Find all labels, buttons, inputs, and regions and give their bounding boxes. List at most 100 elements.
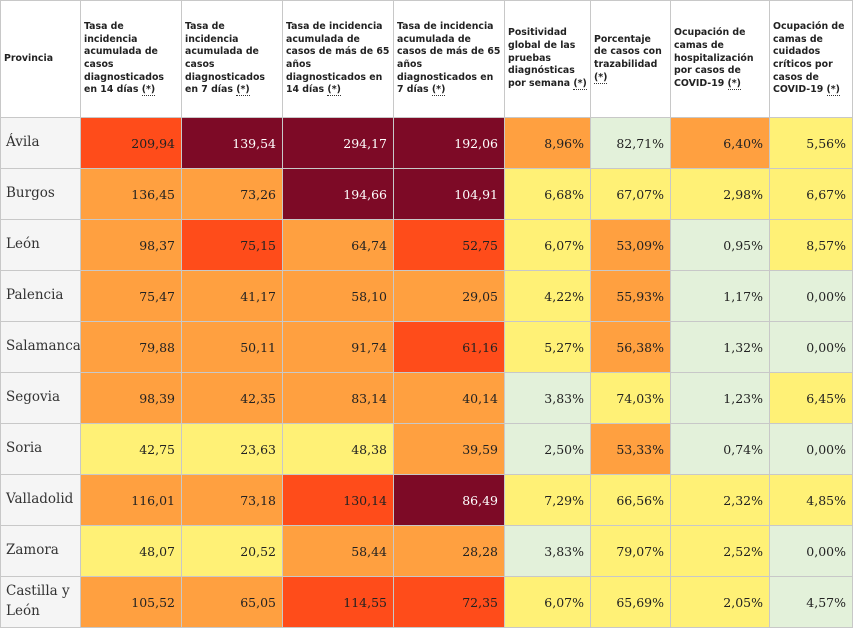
indicator-cell: 6,68% bbox=[504, 168, 591, 220]
indicator-cell: 52,75 bbox=[393, 219, 505, 271]
indicator-cell: 55,93% bbox=[590, 270, 671, 322]
indicator-cell: 209,94 bbox=[80, 117, 182, 169]
indicator-cell: 3,83% bbox=[504, 525, 591, 577]
indicator-cell: 116,01 bbox=[80, 474, 182, 526]
header-incidencia-7d: Tasa de incidencia acumulada de casos di… bbox=[181, 0, 283, 118]
indicator-cell: 2,50% bbox=[504, 423, 591, 475]
note-link[interactable]: (*) bbox=[431, 84, 446, 97]
indicator-cell: 65,69% bbox=[590, 576, 671, 628]
indicator-cell: 8,96% bbox=[504, 117, 591, 169]
province-name: Palencia bbox=[0, 270, 81, 322]
table-row: Palencia 75,47 41,17 58,10 29,05 4,22% 55,93% 1… bbox=[0, 270, 853, 322]
header-criticos: Ocupación de camas de cuidados críticos … bbox=[769, 0, 853, 118]
indicator-cell: 3,83% bbox=[504, 372, 591, 424]
indicator-cell: 2,32% bbox=[670, 474, 770, 526]
indicator-cell: 23,63 bbox=[181, 423, 283, 475]
table-row: Ávila 209,94 139,54 294,17 192,06 8,96% 82,71%… bbox=[0, 117, 853, 169]
table-row: Zamora 48,07 20,52 58,44 28,28 3,83% 79,07% 2,5… bbox=[0, 525, 853, 577]
indicator-cell: 6,07% bbox=[504, 576, 591, 628]
note-link[interactable]: (*) bbox=[141, 84, 156, 97]
indicator-cell: 39,59 bbox=[393, 423, 505, 475]
indicator-cell: 194,66 bbox=[282, 168, 394, 220]
indicator-cell: 139,54 bbox=[181, 117, 283, 169]
indicator-cell: 0,00% bbox=[769, 525, 853, 577]
indicator-cell: 0,95% bbox=[670, 219, 770, 271]
table-row: Valladolid 116,01 73,18 130,14 86,49 7,29% 66,… bbox=[0, 474, 853, 526]
province-name: Soria bbox=[0, 423, 81, 475]
province-name: Ávila bbox=[0, 117, 81, 169]
indicator-cell: 1,17% bbox=[670, 270, 770, 322]
table-body: Ávila 209,94 139,54 294,17 192,06 8,96% 82,71%… bbox=[0, 117, 853, 628]
indicator-cell: 40,14 bbox=[393, 372, 505, 424]
province-name: León bbox=[0, 219, 81, 271]
note-link[interactable]: (*) bbox=[594, 71, 608, 84]
table-row: Segovia 98,39 42,35 83,14 40,14 3,83% 74,03% 1,… bbox=[0, 372, 853, 424]
indicator-cell: 83,14 bbox=[282, 372, 394, 424]
table-row: Burgos 136,45 73,26 194,66 104,91 6,68% 67,07%… bbox=[0, 168, 853, 220]
header-row: Provincia Tasa de incidencia acumulada d… bbox=[0, 0, 853, 118]
indicator-cell: 48,38 bbox=[282, 423, 394, 475]
indicator-cell: 6,45% bbox=[769, 372, 853, 424]
table-row: Soria 42,75 23,63 48,38 39,59 2,50% 53,33% 0,74… bbox=[0, 423, 853, 475]
indicator-cell: 28,28 bbox=[393, 525, 505, 577]
province-name: Zamora bbox=[0, 525, 81, 577]
indicator-cell: 73,26 bbox=[181, 168, 283, 220]
indicator-cell: 2,98% bbox=[670, 168, 770, 220]
indicator-cell: 74,03% bbox=[590, 372, 671, 424]
indicator-cell: 4,57% bbox=[769, 576, 853, 628]
indicator-cell: 4,22% bbox=[504, 270, 591, 322]
indicator-cell: 79,88 bbox=[80, 321, 182, 373]
indicator-cell: 6,07% bbox=[504, 219, 591, 271]
indicator-cell: 6,67% bbox=[769, 168, 853, 220]
table-row: Castilla y León 105,52 65,05 114,55 72,35 6,0… bbox=[0, 576, 853, 628]
note-link[interactable]: (*) bbox=[573, 78, 587, 91]
header-incidencia-65-14d: Tasa de incidencia acumulada de casos de… bbox=[282, 0, 394, 118]
note-link[interactable]: (*) bbox=[826, 84, 840, 97]
header-positividad: Positividad global de las pruebas diagnó… bbox=[504, 0, 591, 118]
indicator-cell: 136,45 bbox=[80, 168, 182, 220]
indicator-cell: 1,32% bbox=[670, 321, 770, 373]
indicator-cell: 66,56% bbox=[590, 474, 671, 526]
province-name: Valladolid bbox=[0, 474, 81, 526]
header-incidencia-65-7d: Tasa de incidencia acumulada de casos de… bbox=[393, 0, 505, 118]
province-name: Salamanca bbox=[0, 321, 81, 373]
indicator-cell: 73,18 bbox=[181, 474, 283, 526]
note-link[interactable]: (*) bbox=[327, 84, 341, 97]
indicator-cell: 294,17 bbox=[282, 117, 394, 169]
table-row: Salamanca 79,88 50,11 91,74 61,16 5,27% 56,38%… bbox=[0, 321, 853, 373]
indicator-cell: 2,52% bbox=[670, 525, 770, 577]
indicator-cell: 0,00% bbox=[769, 321, 853, 373]
indicator-cell: 75,15 bbox=[181, 219, 283, 271]
indicator-cell: 53,09% bbox=[590, 219, 671, 271]
indicator-cell: 56,38% bbox=[590, 321, 671, 373]
indicator-cell: 65,05 bbox=[181, 576, 283, 628]
indicator-cell: 42,75 bbox=[80, 423, 182, 475]
indicator-cell: 58,10 bbox=[282, 270, 394, 322]
indicator-cell: 50,11 bbox=[181, 321, 283, 373]
note-link[interactable]: (*) bbox=[727, 78, 741, 91]
header-provincia: Provincia bbox=[0, 0, 81, 118]
indicator-cell: 72,35 bbox=[393, 576, 505, 628]
indicator-cell: 91,74 bbox=[282, 321, 394, 373]
header-trazabilidad: Porcentaje de casos con trazabilidad (*) bbox=[590, 0, 671, 118]
indicator-cell: 67,07% bbox=[590, 168, 671, 220]
indicator-cell: 64,74 bbox=[282, 219, 394, 271]
indicator-cell: 7,29% bbox=[504, 474, 591, 526]
province-name: Burgos bbox=[0, 168, 81, 220]
note-link[interactable]: (*) bbox=[236, 84, 250, 97]
indicator-cell: 29,05 bbox=[393, 270, 505, 322]
province-name: Segovia bbox=[0, 372, 81, 424]
indicator-cell: 2,05% bbox=[670, 576, 770, 628]
indicator-cell: 4,85% bbox=[769, 474, 853, 526]
indicator-cell: 86,49 bbox=[393, 474, 505, 526]
indicator-cell: 0,74% bbox=[670, 423, 770, 475]
indicator-cell: 0,00% bbox=[769, 423, 853, 475]
indicator-cell: 58,44 bbox=[282, 525, 394, 577]
indicator-cell: 192,06 bbox=[393, 117, 505, 169]
indicator-cell: 130,14 bbox=[282, 474, 394, 526]
indicator-cell: 20,52 bbox=[181, 525, 283, 577]
header-hospitalizacion: Ocupación de camas de hospitalización po… bbox=[670, 0, 770, 118]
indicator-cell: 75,47 bbox=[80, 270, 182, 322]
indicator-cell: 8,57% bbox=[769, 219, 853, 271]
